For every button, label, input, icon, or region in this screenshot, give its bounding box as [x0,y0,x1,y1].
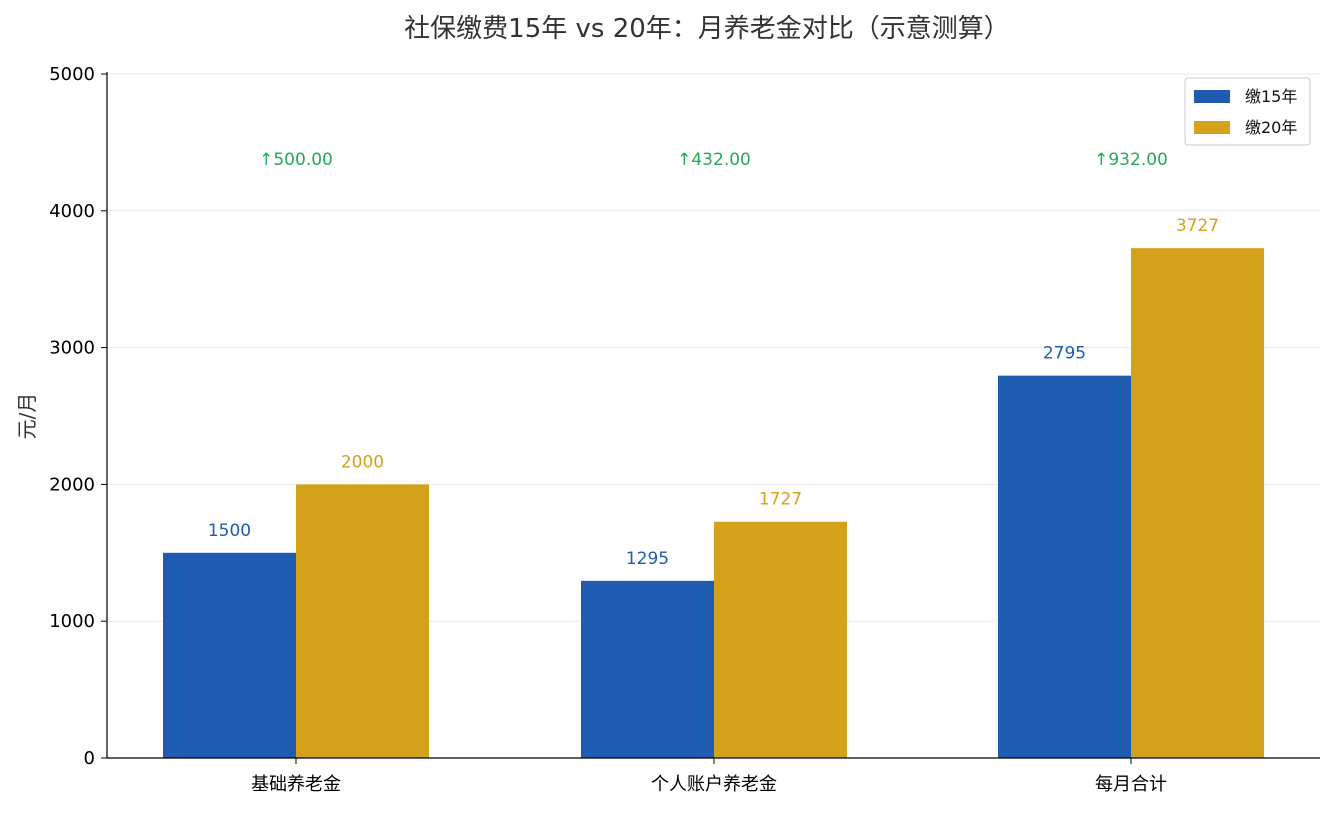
y-tick-label: 0 [84,748,95,769]
legend-label: 缴15年 [1245,87,1297,106]
difference-annotation: ↑432.00 [677,150,751,170]
y-tick-label: 5000 [49,64,95,85]
bar-value-label: 2795 [1043,344,1086,364]
difference-annotation: ↑932.00 [1094,150,1168,170]
chart-title: 社保缴费15年 vs 20年：月养老金对比（示意测算） [404,14,1010,44]
bar-series1 [581,580,714,758]
bar-series1 [163,552,296,758]
bar-value-label: 1727 [759,490,802,510]
bar-series2 [714,521,847,758]
y-axis-label: 元/月 [15,393,39,440]
value-labels: 1500 1295 2795 2000 1727 3727 ↑500.00 ↑432.00 ↑9… [208,150,1219,569]
bar-series2 [296,484,429,758]
x-tick-label: 每月合计 [1095,774,1167,795]
bar-value-label: 3727 [1176,216,1219,236]
legend-swatch [1194,90,1230,103]
legend-swatch [1194,121,1230,134]
axes: 0 1000 2000 3000 4000 5000 基础养老金 个人账户养老金 每月合计 [49,64,1320,795]
y-tick-label: 3000 [49,338,95,359]
x-tick-label: 基础养老金 [251,774,341,795]
bar-series1 [998,375,1131,758]
legend-label: 缴20年 [1245,118,1297,137]
bar-series2 [1131,248,1264,758]
bar-value-label: 1500 [208,521,251,541]
bar-value-label: 1295 [626,549,669,569]
x-tick-label: 个人账户养老金 [651,774,777,795]
difference-annotation: ↑500.00 [259,150,333,170]
bar-value-label: 2000 [341,452,384,472]
y-tick-label: 2000 [49,474,95,495]
bars [163,248,1264,758]
y-tick-label: 1000 [49,611,95,632]
y-tick-label: 4000 [49,201,95,222]
